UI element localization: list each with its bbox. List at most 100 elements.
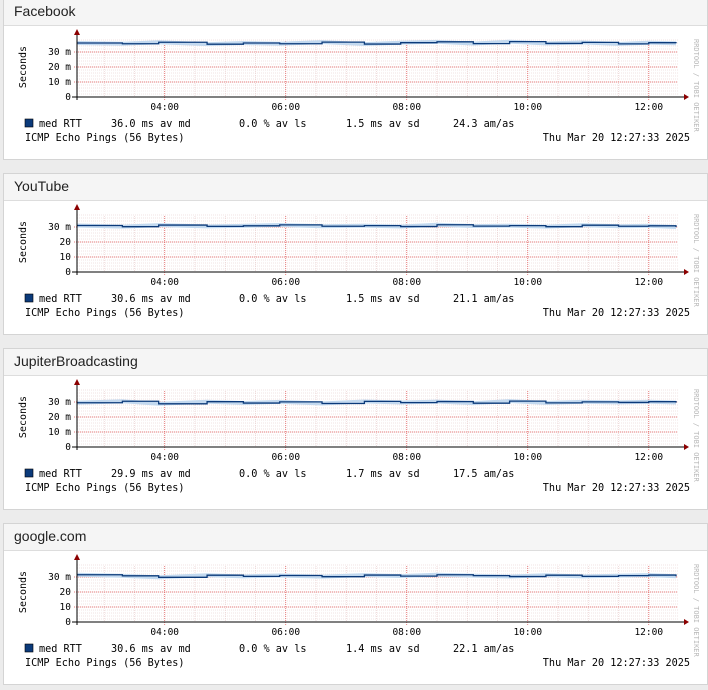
series-line-med-rtt — [77, 224, 677, 228]
legend-stat: 30.6 ms av md — [111, 644, 191, 655]
y-axis-label: Seconds — [18, 571, 29, 613]
legend-stat: 1.4 ms av sd — [346, 644, 420, 655]
y-tick-label: 20 — [60, 237, 72, 248]
panel-title: Facebook — [14, 3, 76, 19]
y-tick-label: 10 — [60, 252, 72, 263]
rrd-graph: 0 10 m 20 m 30 m 04:00 06:00 08:00 10:00 12:00 Se… — [18, 379, 700, 494]
panel-title: YouTube — [14, 178, 70, 194]
x-tick-label: 06:00 — [271, 277, 300, 288]
y-axis-arrow-icon — [74, 29, 80, 35]
x-tick-label: 12:00 — [634, 452, 663, 463]
legend-swatch — [24, 643, 34, 653]
footer-probe-description: ICMP Echo Pings (56 Bytes) — [25, 483, 184, 494]
panel-header: YouTube — [4, 174, 707, 201]
x-tick-label: 12:00 — [634, 277, 663, 288]
panel-header: google.com — [4, 524, 707, 551]
y-tick-label: 10 m — [48, 77, 71, 88]
y-axis-arrow-icon — [74, 379, 80, 385]
x-tick-label: 08:00 — [392, 627, 421, 638]
rrdtool-watermark: RRDTOOL / TOBI OETIKER — [692, 214, 700, 308]
legend-stat: 24.3 am/as — [453, 119, 514, 130]
y-tick-label: 10 — [60, 602, 72, 613]
footer-probe-description: ICMP Echo Pings (56 Bytes) — [25, 133, 184, 144]
footer-timestamp: Thu Mar 20 12:27:33 2025 — [543, 483, 690, 494]
y-tick-label: 20 m — [48, 412, 71, 423]
y-axis-label: Seconds — [18, 221, 29, 263]
legend-stat: 1.5 ms av sd — [346, 119, 420, 130]
x-tick-label: 10:00 — [513, 277, 542, 288]
rrd-graph: 0 10 20 30 m 04:00 06:00 08:00 10:00 12:00 Second… — [18, 554, 700, 669]
y-tick-label: 30 m — [48, 572, 71, 583]
legend-stat: 30.6 ms av md — [111, 294, 191, 305]
graph-panel: google.com 0 10 20 30 m 04:00 06:00 08:00 10:00 1… — [3, 523, 708, 685]
legend-stat: 29.9 ms av md — [111, 469, 191, 480]
x-axis-arrow-icon — [684, 94, 689, 100]
panel-title: google.com — [14, 528, 87, 544]
rrd-graph: 0 10 20 30 m 04:00 06:00 08:00 10:00 12:00 Second… — [18, 204, 700, 319]
panel-header: Facebook — [4, 0, 707, 26]
series-smoke-band — [77, 572, 676, 580]
x-tick-label: 04:00 — [150, 102, 179, 113]
y-tick-label: 20 — [60, 587, 72, 598]
x-axis-arrow-icon — [684, 269, 689, 275]
rrdtool-watermark: RRDTOOL / TOBI OETIKER — [692, 389, 700, 483]
x-tick-label: 10:00 — [513, 452, 542, 463]
graph-panel: Facebook 0 10 m 20 m 30 m 04:00 06:00 08:00 10:0… — [3, 0, 708, 160]
y-tick-label: 0 — [65, 442, 71, 453]
y-tick-label: 10 m — [48, 427, 71, 438]
legend-stat: 17.5 am/as — [453, 469, 514, 480]
legend-label: med RTT — [39, 119, 82, 130]
rrdtool-watermark: RRDTOOL / TOBI OETIKER — [692, 564, 700, 658]
x-tick-label: 04:00 — [150, 627, 179, 638]
legend-stat: 0.0 % av ls — [239, 469, 306, 480]
y-axis-arrow-icon — [74, 554, 80, 560]
graph-panel: JupiterBroadcasting 0 10 m 20 m 30 m 04:00 06:… — [3, 348, 708, 510]
rrdtool-watermark: RRDTOOL / TOBI OETIKER — [692, 39, 700, 133]
y-tick-label: 0 — [65, 92, 71, 103]
y-tick-label: 0 — [65, 267, 71, 278]
y-axis-arrow-icon — [74, 204, 80, 210]
x-tick-label: 08:00 — [392, 102, 421, 113]
legend-stat: 36.0 ms av md — [111, 119, 191, 130]
series-line-med-rtt — [77, 574, 677, 578]
legend-stat: 1.7 ms av sd — [346, 469, 420, 480]
y-axis-label: Seconds — [18, 46, 29, 88]
footer-probe-description: ICMP Echo Pings (56 Bytes) — [25, 308, 184, 319]
x-tick-label: 08:00 — [392, 452, 421, 463]
y-tick-label: 30 m — [48, 397, 71, 408]
legend-swatch — [24, 468, 34, 478]
legend-label: med RTT — [39, 469, 82, 480]
legend-label: med RTT — [39, 294, 82, 305]
x-tick-label: 10:00 — [513, 627, 542, 638]
legend-swatch — [24, 118, 34, 128]
x-tick-label: 04:00 — [150, 452, 179, 463]
legend-stat: 0.0 % av ls — [239, 294, 306, 305]
legend-stat: 0.0 % av ls — [239, 119, 306, 130]
x-axis-arrow-icon — [684, 619, 689, 625]
x-tick-label: 04:00 — [150, 277, 179, 288]
panel-title: JupiterBroadcasting — [14, 353, 138, 369]
footer-timestamp: Thu Mar 20 12:27:33 2025 — [543, 308, 690, 319]
footer-timestamp: Thu Mar 20 12:27:33 2025 — [543, 133, 690, 144]
legend-stat: 1.5 ms av sd — [346, 294, 420, 305]
footer-probe-description: ICMP Echo Pings (56 Bytes) — [25, 658, 184, 669]
x-tick-label: 12:00 — [634, 627, 663, 638]
rrd-graph: 0 10 m 20 m 30 m 04:00 06:00 08:00 10:00 12:00 Se… — [18, 29, 700, 144]
x-tick-label: 08:00 — [392, 277, 421, 288]
x-tick-label: 06:00 — [271, 627, 300, 638]
x-axis-arrow-icon — [684, 444, 689, 450]
series-line-med-rtt — [77, 41, 677, 45]
legend-label: med RTT — [39, 644, 82, 655]
legend-swatch — [24, 293, 34, 303]
x-tick-label: 06:00 — [271, 102, 300, 113]
x-tick-label: 06:00 — [271, 452, 300, 463]
y-tick-label: 20 m — [48, 62, 71, 73]
y-tick-label: 30 m — [48, 47, 71, 58]
series-line-med-rtt — [77, 400, 677, 405]
legend-stat: 22.1 am/as — [453, 644, 514, 655]
x-tick-label: 10:00 — [513, 102, 542, 113]
legend-stat: 0.0 % av ls — [239, 644, 306, 655]
x-tick-label: 12:00 — [634, 102, 663, 113]
panel-header: JupiterBroadcasting — [4, 349, 707, 376]
graph-panel: YouTube 0 10 20 30 m 04:00 06:00 08:00 10:00 12:0… — [3, 173, 708, 335]
